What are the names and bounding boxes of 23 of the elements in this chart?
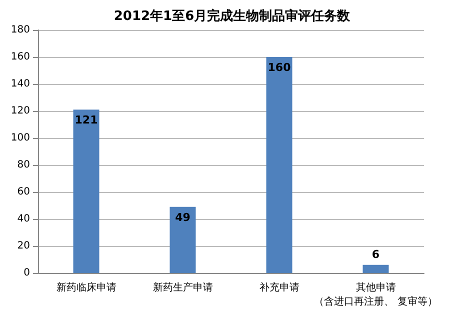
data-label: 6 xyxy=(372,248,380,261)
y-tick-label: 180 xyxy=(10,24,30,36)
x-tick-label: 新药临床申请 xyxy=(56,282,116,294)
y-tick-label: 40 xyxy=(17,214,30,224)
x-tick-label: 新药生产申请 xyxy=(152,282,213,294)
y-tick-label: 60 xyxy=(17,186,30,198)
chart-title: 2012年1至6月完成生物制品审评任务数 xyxy=(114,8,352,24)
x-tick-label: 其他申请（含进口再注册、 复审等） xyxy=(314,282,438,308)
y-tick-label: 160 xyxy=(10,52,30,62)
bar xyxy=(362,264,389,273)
y-tick-label: 20 xyxy=(17,240,30,252)
y-tick-label: 100 xyxy=(10,132,30,144)
y-tick-label: 140 xyxy=(10,78,30,90)
data-label: 160 xyxy=(268,61,292,74)
y-tick-label: 120 xyxy=(10,106,30,116)
x-tick-label: 补充申请 xyxy=(259,282,300,294)
data-label: 121 xyxy=(74,114,98,127)
bar xyxy=(266,57,292,273)
y-tick-label: 80 xyxy=(17,160,30,170)
y-tick-label: 0 xyxy=(24,268,30,278)
bar xyxy=(170,206,196,273)
data-label: 49 xyxy=(175,210,190,224)
bar xyxy=(73,110,100,273)
